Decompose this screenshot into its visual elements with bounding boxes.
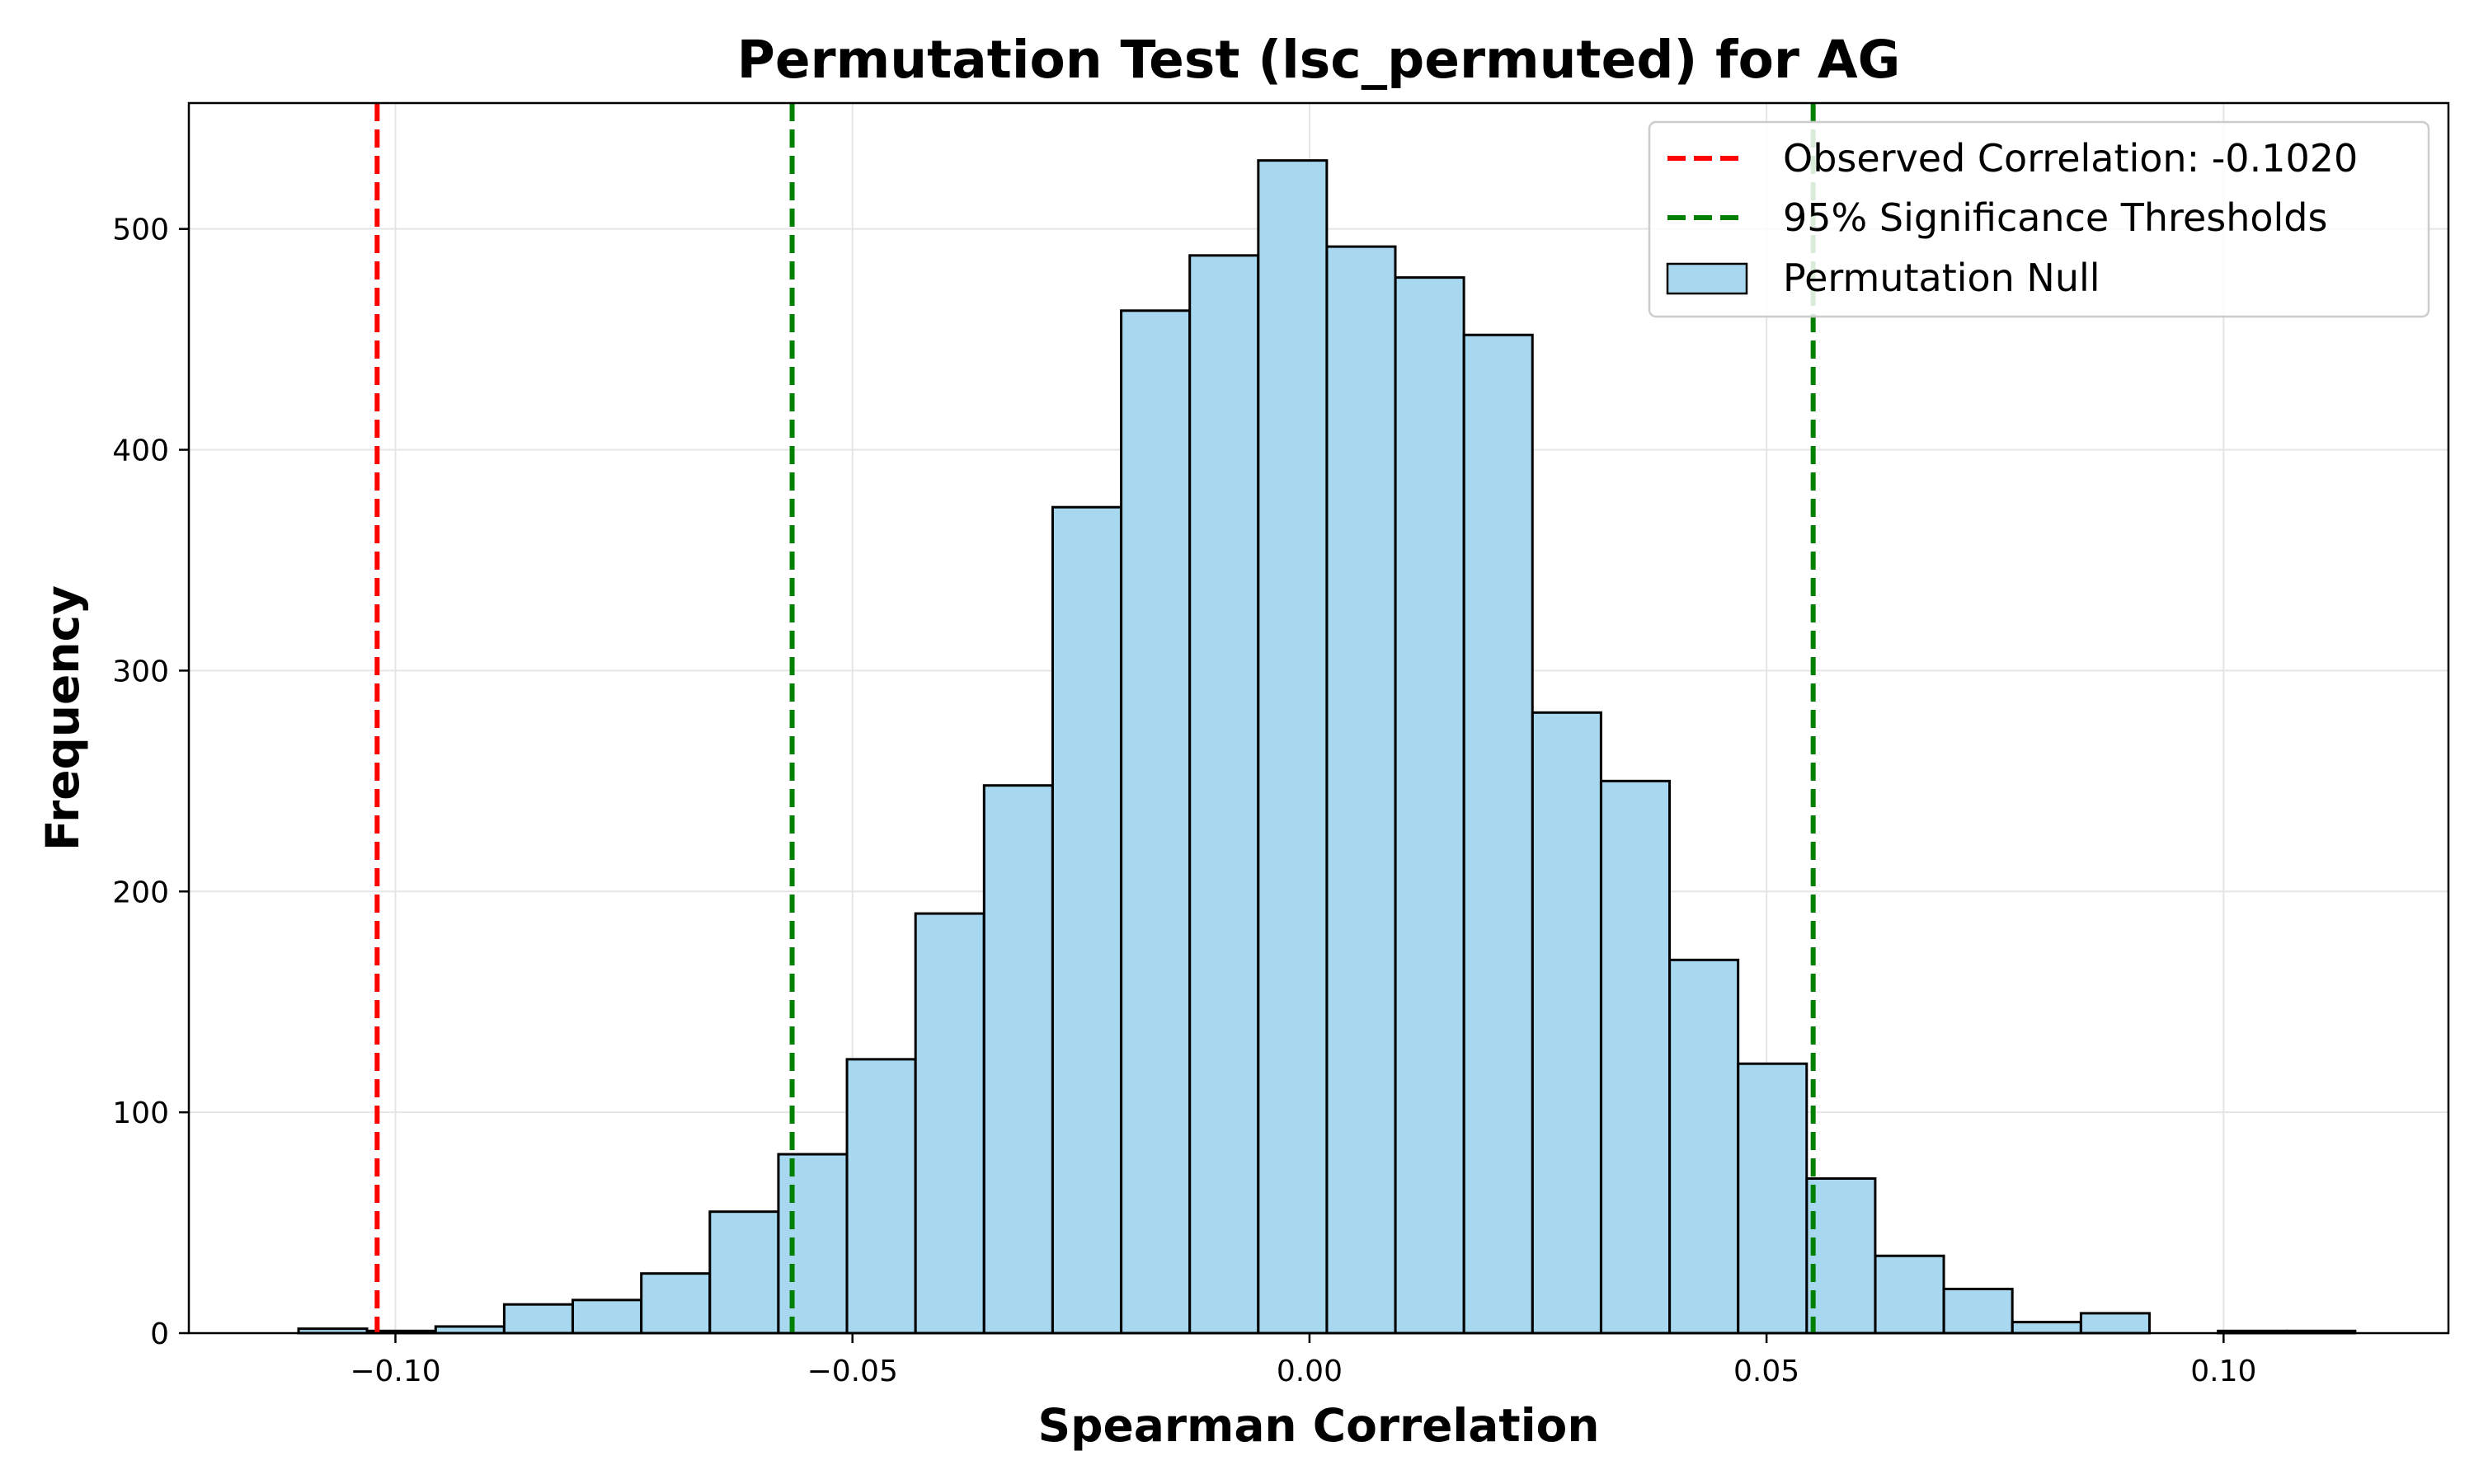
- legend: Observed Correlation: -0.1020 95% Signif…: [1648, 120, 2430, 318]
- histogram-bars: [297, 159, 2357, 1335]
- histogram-bar: [1874, 1254, 1945, 1335]
- histogram-bar: [1462, 333, 1534, 1335]
- y-tick-label: 300: [112, 655, 169, 688]
- histogram-bar: [982, 784, 1054, 1335]
- histogram-bar: [1668, 958, 1740, 1335]
- y-axis-label: Frequency: [36, 585, 89, 851]
- x-tick-label: 0.10: [2190, 1355, 2256, 1388]
- histogram-bar: [2079, 1312, 2151, 1335]
- legend-observed-label: Observed Correlation: -0.1020: [1783, 136, 2358, 181]
- x-axis-label: Spearman Correlation: [1037, 1399, 1599, 1452]
- histogram-bar: [1531, 711, 1602, 1335]
- x-tick-label: 0.05: [1733, 1355, 1799, 1388]
- histogram-bar: [640, 1272, 712, 1335]
- histogram-bar: [1051, 505, 1122, 1335]
- histogram-bar: [502, 1303, 574, 1335]
- legend-threshold-label: 95% Significance Thresholds: [1783, 195, 2327, 240]
- x-axis-ticks: −0.10 −0.05 0.00 0.05 0.10: [350, 1333, 2256, 1388]
- y-axis-ticks: 0 100 200 300 400 500: [112, 214, 189, 1351]
- histogram-bar: [777, 1153, 849, 1335]
- y-tick-label: 100: [112, 1097, 169, 1130]
- reference-lines: [374, 103, 1816, 1333]
- histogram-bar: [845, 1058, 917, 1335]
- plot-frame: [187, 101, 2450, 1335]
- histogram-bar: [571, 1298, 643, 1335]
- x-tick-label: −0.10: [350, 1355, 440, 1388]
- histogram-bar: [1805, 1176, 1877, 1335]
- histogram-bar: [914, 912, 985, 1335]
- legend-null-swatch: [1666, 262, 1748, 295]
- histogram-bar: [2011, 1321, 2082, 1335]
- x-tick-label: 0.00: [1277, 1355, 1343, 1388]
- histogram-bar: [1257, 159, 1329, 1335]
- histogram-bar: [1394, 276, 1465, 1335]
- histogram-bar: [1600, 779, 1672, 1335]
- y-tick-label: 200: [112, 876, 169, 909]
- y-tick-label: 0: [150, 1317, 169, 1351]
- x-tick-label: −0.05: [807, 1355, 898, 1388]
- histogram-bar: [1120, 309, 1192, 1335]
- histogram-bar: [1188, 254, 1260, 1335]
- legend-box: [1648, 120, 2430, 318]
- histogram-bar: [708, 1210, 780, 1335]
- y-tick-label: 400: [112, 434, 169, 468]
- histogram-bar: [1942, 1287, 2014, 1335]
- y-tick-label: 500: [112, 214, 169, 247]
- histogram-bar: [1737, 1062, 1808, 1335]
- chart-title: Permutation Test (lsc_permuted) for AG: [737, 30, 1901, 90]
- legend-null-label: Permutation Null: [1783, 256, 2100, 300]
- histogram-bar: [1325, 245, 1397, 1335]
